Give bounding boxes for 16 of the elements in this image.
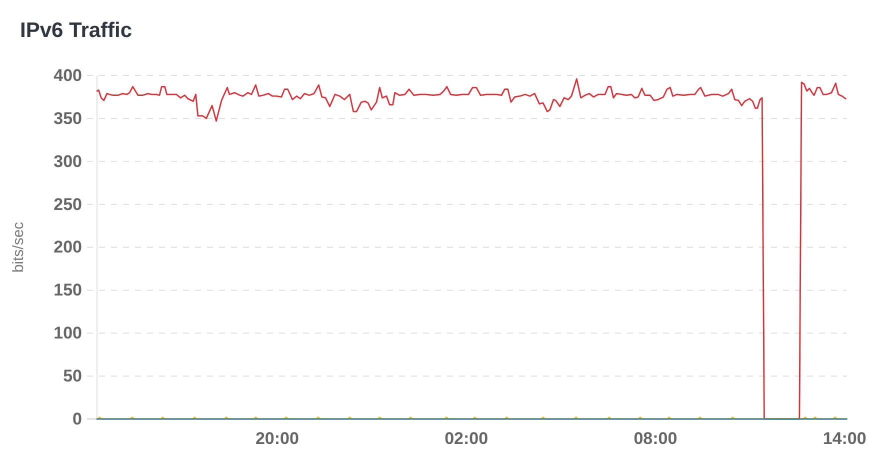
line-series — [96, 78, 846, 420]
y-tick-label: 250 — [54, 194, 82, 214]
x-tick-label: 14:00 — [822, 429, 866, 448]
y-tick-label: 400 — [54, 66, 82, 85]
y-tick-label: 200 — [54, 238, 82, 257]
y-axis-title: bits/sec — [10, 221, 27, 273]
x-tick-label: 20:00 — [255, 429, 299, 448]
y-tick-label: 100 — [54, 324, 82, 343]
y-tick-label: 150 — [54, 280, 82, 300]
y-tick-label: 350 — [54, 108, 82, 128]
y-tick-label: 300 — [54, 152, 82, 171]
y-tick-label: 50 — [63, 366, 82, 386]
chart-title: IPv6 Traffic — [20, 19, 132, 42]
y-tick-label: 0 — [72, 409, 82, 428]
x-tick-label: 08:00 — [634, 429, 678, 448]
x-tick-label: 02:00 — [444, 429, 488, 448]
